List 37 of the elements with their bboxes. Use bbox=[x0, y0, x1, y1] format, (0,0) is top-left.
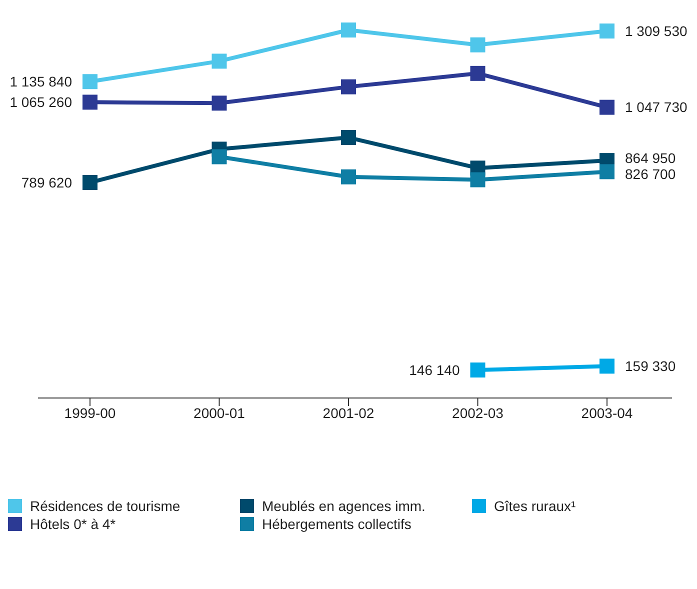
point bbox=[470, 172, 486, 188]
point bbox=[82, 94, 98, 110]
point bbox=[600, 100, 614, 115]
point bbox=[341, 169, 356, 184]
x-tick-label: 2001-02 bbox=[322, 404, 374, 421]
data-label: 1 135 840 bbox=[10, 74, 72, 90]
data-label: 864 950 bbox=[625, 150, 676, 166]
data-label: 1 047 730 bbox=[625, 99, 688, 116]
point bbox=[600, 164, 614, 180]
point bbox=[212, 96, 227, 111]
point bbox=[341, 22, 356, 38]
point bbox=[212, 149, 227, 164]
legend-label: Hébergements collectifs bbox=[262, 516, 412, 532]
x-tick-label: 2002-03 bbox=[452, 404, 504, 421]
point bbox=[341, 130, 356, 146]
x-tick-label: 2003-04 bbox=[581, 404, 633, 421]
point bbox=[470, 362, 486, 378]
point bbox=[212, 54, 227, 69]
point bbox=[470, 66, 486, 81]
data-label: 146 140 bbox=[409, 362, 460, 378]
point bbox=[470, 37, 486, 52]
legend-label: Meublés en agences imm. bbox=[262, 498, 426, 514]
data-label: 159 330 bbox=[625, 358, 676, 374]
point bbox=[600, 24, 614, 39]
legend-label: Résidences de tourisme bbox=[30, 498, 180, 514]
legend-label: Gîtes ruraux¹ bbox=[494, 498, 576, 514]
data-label: 789 620 bbox=[21, 174, 72, 190]
point bbox=[600, 358, 614, 374]
point bbox=[341, 79, 356, 94]
data-label: 1 309 530 bbox=[625, 22, 688, 39]
x-tick-label: 2000-01 bbox=[194, 404, 246, 421]
point bbox=[82, 175, 98, 190]
point bbox=[82, 74, 98, 90]
data-label: 1 065 260 bbox=[10, 94, 72, 110]
data-label: 826 700 bbox=[625, 166, 676, 182]
x-tick-label: 1999-00 bbox=[64, 404, 116, 421]
legend-label: Hôtels 0* à 4* bbox=[30, 516, 116, 532]
